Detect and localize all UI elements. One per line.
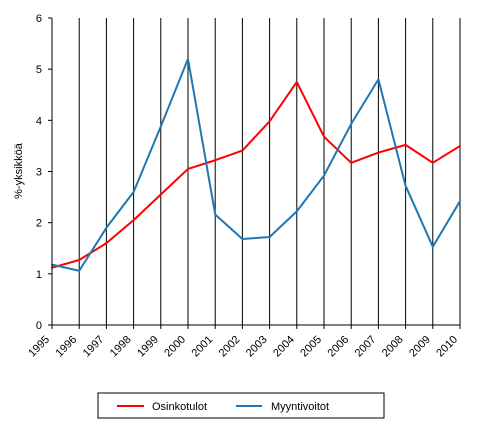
- x-tick-label: 2003: [244, 334, 270, 360]
- x-tick-label: 2008: [380, 334, 406, 360]
- x-tick-label: 2000: [162, 334, 188, 360]
- x-tick-label: 2006: [326, 334, 352, 360]
- x-tick-label: 2001: [190, 334, 216, 360]
- y-tick-label: 6: [36, 13, 42, 25]
- series-lines: [51, 57, 461, 272]
- y-tick-label: 1: [36, 269, 42, 281]
- y-tick-label: 0: [36, 320, 42, 332]
- x-tick-label: 2005: [298, 334, 324, 360]
- gridlines: [51, 18, 461, 325]
- y-tick-label: 2: [36, 218, 42, 230]
- series-line-osinkotulot: [51, 80, 461, 269]
- y-tick-label: 3: [36, 167, 42, 179]
- x-tick-label: 1998: [108, 334, 134, 360]
- x-tick-label: 2009: [407, 334, 433, 360]
- x-tick-label: 1997: [81, 334, 107, 360]
- x-tick-label: 2004: [271, 334, 297, 360]
- x-tick-label: 1999: [135, 334, 161, 360]
- plot-area: [52, 18, 460, 325]
- y-tick-label: 4: [36, 115, 42, 127]
- x-tick-label: 1996: [54, 334, 80, 360]
- plot-background: [52, 18, 460, 325]
- x-tick-label: 1995: [26, 334, 52, 360]
- y-axis-label: %-yksikköä: [13, 142, 25, 199]
- y-tick-label: 5: [36, 64, 42, 76]
- legend-label-osinkotulot: Osinkotulot: [152, 401, 207, 413]
- legend: Osinkotulot Myyntivoitot: [97, 392, 385, 419]
- legend-label-myyntivoitot: Myyntivoitot: [271, 401, 329, 413]
- x-tick-label: 2010: [434, 334, 460, 360]
- axes: [48, 17, 461, 329]
- x-tick-label: 2007: [353, 334, 379, 360]
- series-line-myyntivoitot: [51, 57, 461, 272]
- x-tick-label: 2002: [217, 334, 243, 360]
